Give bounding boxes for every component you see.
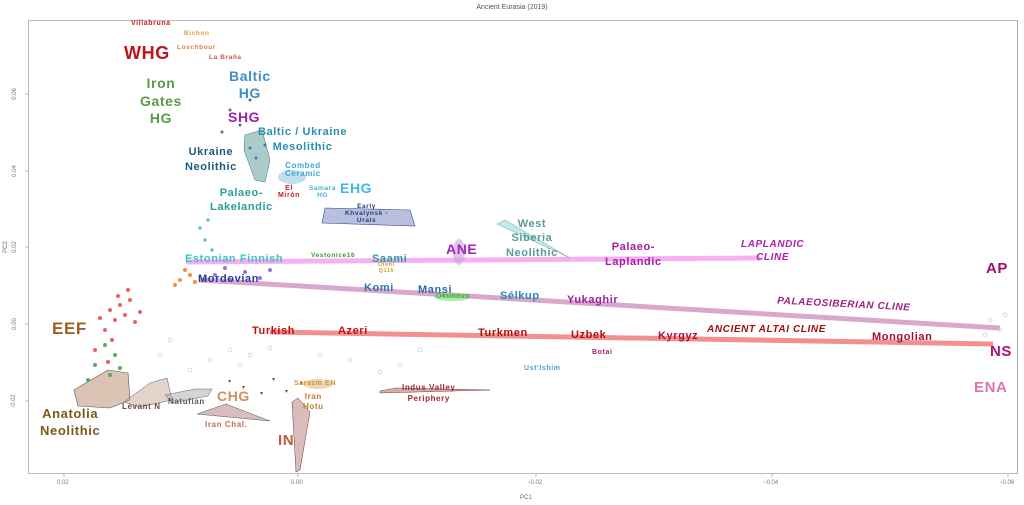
ane-hull (453, 239, 465, 265)
label-altai-cline: ANCIENT ALTAI CLINE (707, 324, 826, 335)
label-laplandic-cline: LAPLANDIC CLINE (741, 239, 805, 263)
label-selkup: Sélkup (500, 290, 540, 302)
x-axis-label: PC1 (520, 495, 532, 501)
label-baltic-ukraine: Baltic / Ukraine Mesolithic (258, 126, 348, 154)
label-vestonice16: Vestonice16 (311, 252, 356, 259)
laplandic-cline-line (185, 255, 761, 265)
x-tick-2: −0.02 (527, 480, 543, 486)
levant-hull (123, 377, 173, 408)
grey-points (157, 312, 1008, 375)
label-estonian-finnish: Estonian Finnish (185, 253, 284, 265)
label-okunevo: Okunevo (436, 293, 471, 300)
label-ns: NS (990, 343, 1013, 360)
label-yukaghir: Yukaghir (567, 294, 619, 306)
y-tick-2: 0.02 (11, 241, 18, 253)
label-sarazm-en: Sarazm EN (294, 380, 336, 387)
indus-hull (379, 387, 491, 394)
label-ukraine-neolithic: Ukraine Neolithic (185, 146, 237, 173)
mordovian-points (203, 266, 272, 282)
label-kyrgyz: Kyrgyz (658, 330, 699, 342)
label-mongolian: Mongolian (872, 331, 933, 343)
label-loschbour: Loschbour (177, 44, 216, 51)
triangle-points (228, 378, 303, 395)
label-bichon: Bichon (184, 30, 210, 37)
khvalynsk-hull (321, 207, 416, 227)
label-ap: AP (986, 260, 1009, 277)
label-chg: CHG (217, 388, 250, 404)
label-el-miron: El Mirón (278, 185, 301, 200)
natufian-hull (164, 388, 213, 404)
y-axis-label: PC2 (2, 241, 9, 253)
iran-chal-hull (196, 403, 271, 422)
west-siberia-hull (496, 219, 571, 259)
label-palaeo-laplandic: Palaeo- Laplandic (605, 241, 662, 268)
cyan-points (198, 218, 214, 252)
label-anatolia-neolithic: Anatolia Neolithic (40, 406, 101, 438)
label-turkmen: Turkmen (478, 327, 528, 339)
axis-ticks (25, 93, 1009, 477)
label-natufian: Natufian (168, 397, 205, 406)
label-baltic-hg: Baltic HG (229, 68, 271, 101)
label-samara-hg: Samara HG (309, 185, 337, 199)
label-palaeo-lakelandic: Palaeo- Lakelandic (210, 187, 273, 214)
label-saami: Saami (372, 253, 408, 265)
label-azeri: Azeri (338, 325, 368, 337)
label-mordovian: Mordovian (198, 273, 260, 285)
label-ust-ishim: Ust'Ishim (524, 365, 561, 372)
label-turkish: Turkish (252, 325, 296, 337)
label-uzbek: Uzbek (571, 329, 607, 341)
hg-points (220, 98, 267, 160)
label-labrana: La Braña (209, 54, 242, 61)
chart-title: Ancient Eurasia (2019) (476, 4, 548, 11)
in-hull (291, 397, 311, 473)
label-khvalynsk: Early Khvalynsk - Urals (345, 203, 389, 224)
label-botai: Botai (592, 349, 613, 356)
y-tick-1: 0.04 (11, 165, 18, 177)
label-iran-hotu: Iran Hotu (303, 392, 324, 412)
label-shg: SHG (228, 109, 261, 125)
ukraine-neolithic-hull (243, 129, 271, 183)
combed-ceramic-hull (278, 170, 306, 184)
y-tick-4: -0.02 (10, 394, 17, 408)
label-komi: Komi (364, 282, 394, 294)
label-iron-gates: Iron Gates HG (140, 75, 182, 126)
label-combed-ceramic: Combed Ceramic (285, 161, 321, 179)
label-villabruna: Villabruna (131, 20, 171, 27)
anatolia-points (86, 343, 122, 382)
altai-cline-line (269, 329, 994, 347)
y-tick-0: 0.06 (11, 88, 18, 100)
label-q116: Oleni Q116 (378, 262, 395, 274)
x-tick-0: 0.02 (57, 480, 69, 486)
label-eef: EEF (52, 319, 87, 338)
x-tick-3: −0.04 (763, 480, 779, 486)
label-ehg: EHG (340, 180, 373, 196)
palaeosiberian-cline-line (199, 277, 1001, 331)
okunevo-hull (434, 293, 470, 301)
label-iran-chal: Iran Chal. (205, 420, 248, 429)
label-ena: ENA (974, 379, 1008, 396)
eef-points (93, 288, 142, 364)
label-indus-valley: Indus Valley Periphery (402, 383, 456, 403)
x-tick-1: 0.00 (291, 480, 303, 486)
label-west-siberia: West Siberia Neolithic (506, 218, 558, 259)
x-tick-4: −0.06 (999, 480, 1015, 486)
label-whg: WHG (124, 43, 170, 63)
sarazm-hull (303, 379, 333, 389)
plot-area (28, 20, 1018, 474)
y-tick-3: 0.00 (11, 318, 18, 330)
orange-points (173, 268, 197, 287)
label-mansi: Mansi (418, 284, 453, 296)
label-in: IN (278, 432, 295, 449)
label-ane: ANE (446, 241, 478, 257)
label-levant-n: Levant N (122, 402, 161, 411)
